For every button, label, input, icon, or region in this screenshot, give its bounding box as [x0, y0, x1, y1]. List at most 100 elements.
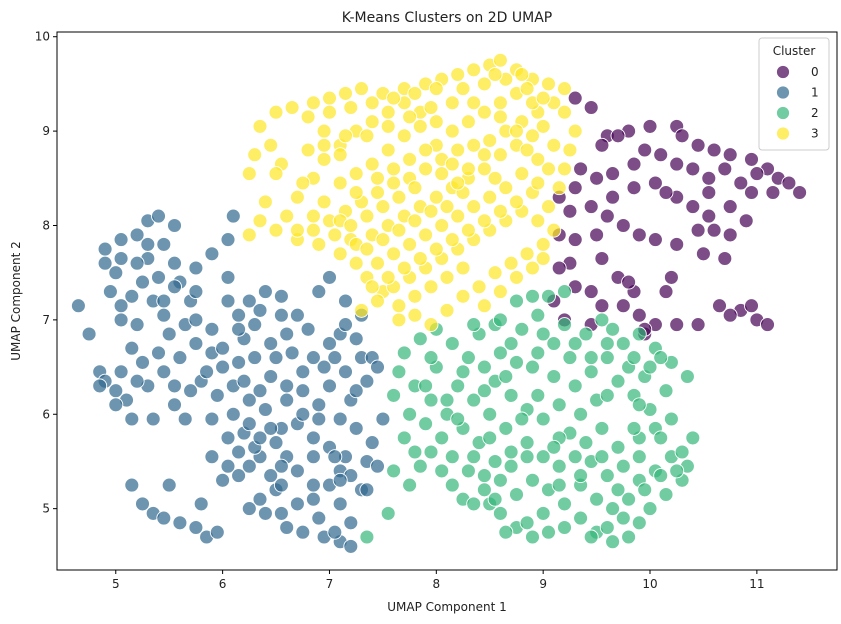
data-point-cluster-2: [535, 411, 551, 427]
data-point-cluster-1: [332, 496, 348, 512]
data-point-cluster-3: [380, 118, 396, 134]
data-point-cluster-2: [492, 345, 508, 361]
data-point-cluster-3: [455, 81, 471, 97]
data-point-cluster-2: [482, 430, 498, 446]
data-point-cluster-2: [423, 392, 439, 408]
data-point-cluster-1: [113, 298, 129, 314]
data-point-cluster-2: [466, 449, 482, 465]
data-point-cluster-1: [311, 284, 327, 300]
data-point-cluster-3: [402, 151, 418, 167]
data-point-cluster-3: [359, 241, 375, 257]
legend-marker: [776, 85, 790, 100]
data-point-cluster-1: [124, 411, 140, 427]
data-point-cluster-3: [423, 100, 439, 115]
data-point-cluster-0: [669, 236, 685, 252]
data-point-cluster-2: [631, 326, 647, 342]
data-point-cluster-1: [151, 208, 166, 224]
data-point-cluster-3: [434, 218, 450, 233]
data-point-cluster-1: [343, 515, 359, 531]
data-point-cluster-0: [701, 185, 717, 200]
data-point-cluster-2: [637, 482, 653, 498]
data-point-cluster-1: [108, 265, 124, 281]
data-point-cluster-3: [509, 123, 524, 139]
legend-marker: [776, 126, 790, 141]
data-point-cluster-1: [102, 284, 118, 300]
data-point-cluster-2: [418, 378, 434, 394]
data-point-cluster-2: [525, 472, 540, 488]
data-point-cluster-3: [370, 255, 385, 271]
data-point-cluster-1: [327, 350, 343, 366]
data-point-cluster-2: [503, 458, 519, 474]
data-point-cluster-1: [263, 336, 279, 351]
data-point-cluster-1: [316, 359, 332, 375]
data-point-cluster-2: [525, 529, 540, 545]
data-point-cluster-0: [605, 189, 621, 205]
data-point-cluster-2: [546, 336, 562, 351]
data-point-cluster-0: [695, 246, 711, 262]
data-point-cluster-3: [300, 109, 316, 125]
data-point-cluster-1: [247, 350, 263, 366]
y-tick-label: 5: [42, 502, 50, 516]
data-point-cluster-1: [268, 435, 284, 451]
data-point-cluster-1: [188, 260, 204, 276]
data-point-cluster-0: [722, 199, 738, 215]
data-point-cluster-1: [327, 449, 343, 465]
data-point-cluster-1: [204, 246, 220, 262]
data-point-cluster-1: [348, 420, 364, 436]
data-point-cluster-3: [492, 52, 508, 68]
data-point-cluster-1: [204, 321, 220, 337]
data-point-cluster-1: [338, 364, 353, 380]
data-point-cluster-0: [594, 137, 610, 153]
data-point-cluster-3: [289, 189, 305, 205]
data-point-cluster-3: [428, 241, 444, 257]
data-point-cluster-3: [455, 260, 471, 276]
data-point-cluster-1: [263, 369, 279, 384]
data-point-cluster-2: [610, 439, 626, 455]
data-point-cluster-2: [386, 387, 402, 403]
data-point-cluster-3: [530, 175, 546, 191]
data-point-cluster-1: [188, 336, 204, 351]
data-point-cluster-0: [637, 142, 653, 158]
data-point-cluster-1: [289, 463, 305, 479]
data-point-cluster-3: [476, 104, 492, 120]
data-point-cluster-2: [466, 496, 482, 512]
data-point-cluster-1: [257, 505, 273, 521]
data-point-cluster-1: [156, 293, 172, 309]
data-point-cluster-3: [295, 175, 311, 191]
data-point-cluster-0: [706, 142, 722, 158]
data-point-cluster-2: [525, 359, 540, 375]
data-point-cluster-1: [167, 255, 182, 271]
data-point-cluster-1: [135, 354, 150, 370]
data-point-cluster-1: [332, 472, 348, 488]
data-point-cluster-2: [610, 482, 626, 498]
data-point-cluster-2: [599, 520, 615, 535]
data-point-cluster-3: [386, 90, 402, 106]
data-point-cluster-3: [460, 222, 476, 238]
y-tick-label: 9: [42, 124, 50, 138]
data-point-cluster-2: [541, 524, 556, 540]
data-point-cluster-2: [658, 383, 674, 399]
x-tick-label: 10: [642, 577, 657, 591]
x-tick-label: 7: [326, 577, 334, 591]
data-point-cluster-0: [701, 170, 717, 186]
data-point-cluster-0: [738, 213, 754, 229]
data-point-cluster-3: [380, 142, 396, 158]
data-point-cluster-0: [669, 317, 685, 333]
data-point-cluster-3: [525, 260, 540, 276]
data-point-cluster-1: [311, 510, 327, 526]
data-point-cluster-1: [236, 373, 252, 389]
data-point-cluster-3: [386, 175, 402, 191]
data-point-cluster-2: [514, 411, 530, 427]
data-point-cluster-0: [792, 185, 808, 200]
data-point-cluster-2: [594, 420, 610, 436]
data-point-cluster-2: [530, 387, 546, 403]
points-layer: [70, 52, 808, 554]
data-point-cluster-1: [279, 392, 295, 408]
data-point-cluster-2: [450, 411, 466, 427]
data-point-cluster-2: [573, 406, 589, 422]
data-point-cluster-0: [781, 175, 797, 191]
data-point-cluster-0: [551, 260, 567, 276]
data-point-cluster-3: [503, 255, 519, 271]
data-point-cluster-0: [733, 175, 749, 191]
data-point-cluster-3: [466, 95, 482, 111]
